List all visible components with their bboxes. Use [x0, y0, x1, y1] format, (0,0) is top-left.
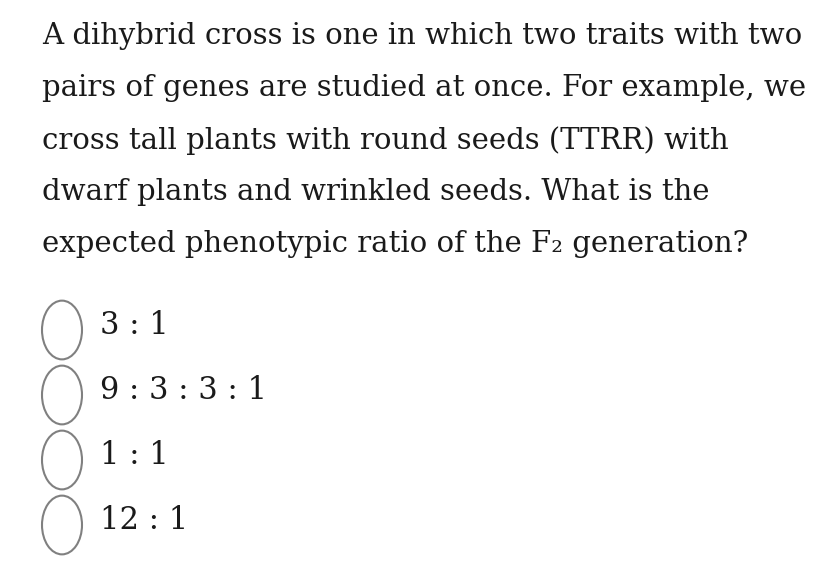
Text: 12 : 1: 12 : 1 [100, 505, 188, 536]
Text: 9 : 3 : 3 : 1: 9 : 3 : 3 : 1 [100, 375, 266, 406]
Text: expected phenotypic ratio of the F₂ generation?: expected phenotypic ratio of the F₂ gene… [42, 230, 748, 258]
Text: A dihybrid cross is one in which two traits with two: A dihybrid cross is one in which two tra… [42, 22, 801, 50]
Text: cross tall plants with round seeds (TTRR) with: cross tall plants with round seeds (TTRR… [42, 126, 728, 155]
Text: dwarf plants and wrinkled seeds. What is the: dwarf plants and wrinkled seeds. What is… [42, 178, 709, 206]
Text: 1 : 1: 1 : 1 [100, 440, 169, 471]
Text: 3 : 1: 3 : 1 [100, 310, 169, 341]
Text: pairs of genes are studied at once. For example, we: pairs of genes are studied at once. For … [42, 74, 805, 102]
